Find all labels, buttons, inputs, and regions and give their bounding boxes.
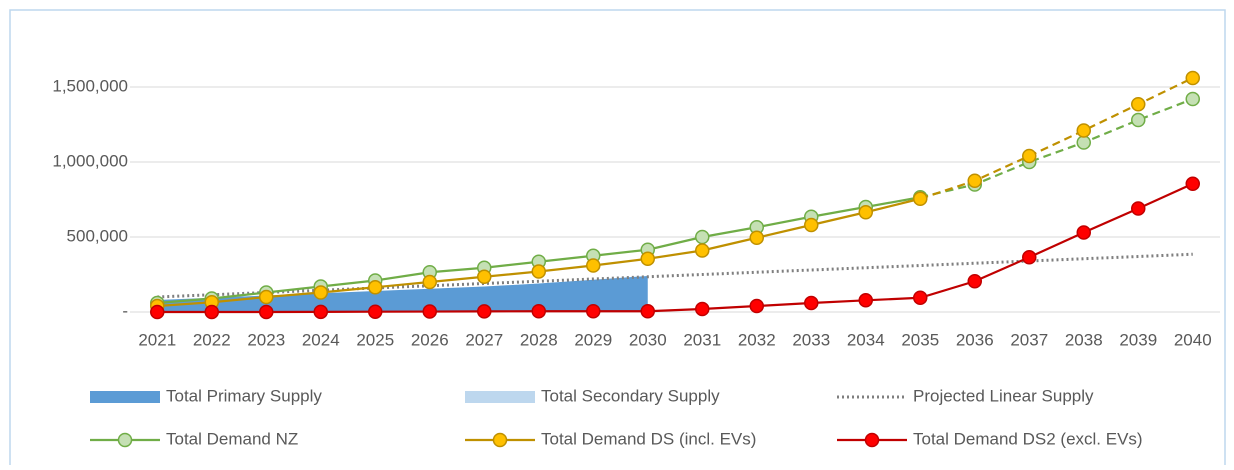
marker <box>1185 176 1200 191</box>
legend-label: Projected Linear Supply <box>913 386 1094 405</box>
y-tick-label: - <box>122 301 128 320</box>
marker <box>259 304 274 320</box>
x-tick-label: 2030 <box>629 330 667 349</box>
x-tick-label: 2025 <box>356 330 394 349</box>
x-tick-label: 2022 <box>193 330 231 349</box>
marker <box>259 289 274 305</box>
marker <box>1022 250 1037 265</box>
areas <box>157 276 648 312</box>
x-tick-label: 2028 <box>520 330 558 349</box>
marker <box>967 173 982 188</box>
x-tick-label: 2021 <box>138 330 176 349</box>
x-tick-label: 2038 <box>1065 330 1103 349</box>
marker <box>204 304 219 320</box>
legend-swatch <box>90 391 160 403</box>
marker <box>967 274 982 289</box>
y-tick-label: 1,500,000 <box>52 76 128 95</box>
marker <box>531 264 546 279</box>
marker <box>804 295 819 311</box>
marker <box>477 269 492 284</box>
legend-marker <box>492 432 508 448</box>
marker <box>640 251 655 266</box>
marker <box>1076 123 1091 138</box>
legend-marker <box>864 432 880 448</box>
legend-marker <box>117 432 133 448</box>
y-tick-label: 1,000,000 <box>52 151 128 170</box>
line <box>919 97 1194 199</box>
y-tick-label: 500,000 <box>67 226 128 245</box>
marker <box>749 298 764 314</box>
marker <box>150 304 165 320</box>
marker <box>368 304 383 319</box>
marker <box>313 304 328 320</box>
line <box>919 77 1194 200</box>
x-tick-label: 2035 <box>901 330 939 349</box>
x-tick-label: 2040 <box>1174 330 1212 349</box>
marker <box>804 217 819 233</box>
grid <box>130 86 1220 313</box>
marker <box>1076 225 1091 240</box>
marker <box>1022 148 1037 164</box>
marker <box>858 293 873 308</box>
lines <box>150 70 1200 320</box>
x-tick-label: 2031 <box>683 330 721 349</box>
x-tick-label: 2039 <box>1119 330 1157 349</box>
x-tick-label: 2032 <box>738 330 776 349</box>
marker <box>1076 135 1091 150</box>
marker <box>913 191 928 206</box>
line <box>157 252 1193 299</box>
marker <box>858 205 873 220</box>
x-tick-label: 2024 <box>302 330 340 349</box>
legend-label: Total Demand DS (incl. EVs) <box>541 429 756 448</box>
x-tick-label: 2034 <box>847 330 885 349</box>
chart-border <box>9 9 1226 470</box>
marker <box>695 229 710 245</box>
marker <box>695 301 710 317</box>
x-tick-label: 2037 <box>1010 330 1048 349</box>
marker <box>695 243 710 258</box>
marker <box>1131 112 1146 128</box>
marker <box>422 304 437 319</box>
marker <box>313 285 328 300</box>
marker <box>368 280 383 295</box>
marker <box>640 304 655 319</box>
marker <box>586 258 601 273</box>
x-tick-label: 2026 <box>411 330 449 349</box>
x-tick-label: 2036 <box>956 330 994 349</box>
legend-label: Total Secondary Supply <box>541 386 720 405</box>
line <box>157 182 1194 314</box>
x-tick-label: 2029 <box>574 330 612 349</box>
x-tick-label: 2023 <box>247 330 285 349</box>
legend-label: Total Demand DS2 (excl. EVs) <box>913 429 1143 448</box>
marker <box>1131 97 1146 112</box>
marker <box>1185 91 1200 107</box>
x-tick-label: 2033 <box>792 330 830 349</box>
marker <box>422 274 437 290</box>
marker <box>586 304 601 319</box>
marker <box>1131 201 1146 216</box>
marker <box>749 230 764 245</box>
legend-label: Total Demand NZ <box>166 429 298 448</box>
marker <box>913 290 928 305</box>
legend-label: Total Primary Supply <box>166 386 322 405</box>
marker <box>477 304 492 319</box>
marker <box>531 304 546 319</box>
marker <box>1185 70 1200 86</box>
area <box>157 276 648 312</box>
legend-swatch <box>465 391 535 403</box>
x-tick-label: 2027 <box>465 330 503 349</box>
